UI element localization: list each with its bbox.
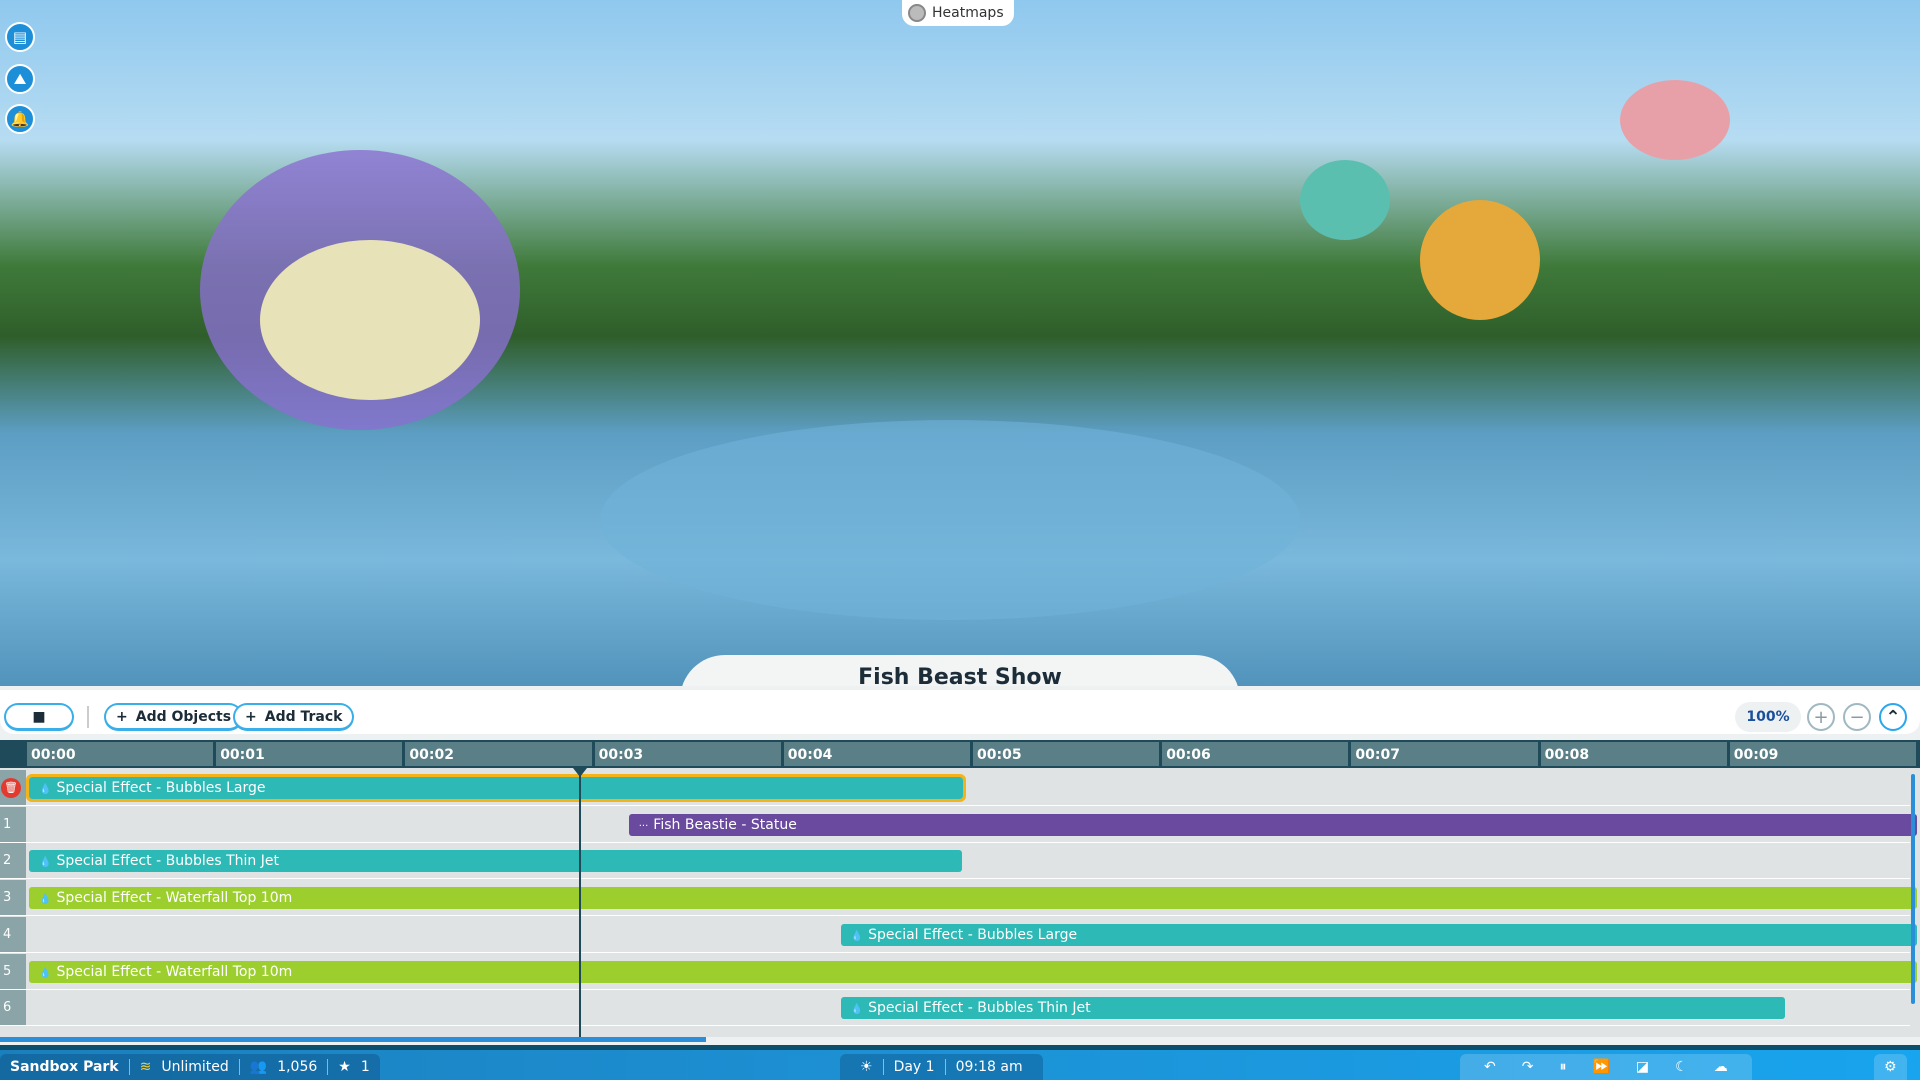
heatmaps-label: Heatmaps	[932, 5, 1004, 21]
track-row[interactable]: 5 💧 Special Effect - Waterfall Top 10m	[0, 953, 1917, 990]
camera-icon[interactable]: ◪	[1635, 1059, 1650, 1075]
clip-label: Special Effect - Bubbles Large	[868, 926, 1078, 943]
plus-icon: +	[245, 708, 257, 725]
moon-icon[interactable]: ☾	[1675, 1059, 1688, 1075]
collapse-button[interactable]: ⌃	[1879, 703, 1907, 731]
track-row[interactable]: 1 ··· Fish Beastie - Statue	[0, 806, 1917, 843]
zoom-level: 100%	[1735, 702, 1801, 732]
zoom-in-button[interactable]: +	[1807, 703, 1835, 731]
status-bar: Sandbox Park ≋ Unlimited 👥 1,056 ★ 1 ☀ Day …	[0, 1050, 1920, 1080]
pause-icon[interactable]: ⏸	[1559, 1059, 1567, 1075]
divider	[87, 706, 89, 728]
track-row[interactable]: 4 💧 Special Effect - Bubbles Large	[0, 916, 1917, 953]
clip-label: Special Effect - Waterfall Top 10m	[56, 890, 293, 907]
sequencer-toolbar: ■ + Add Objects + Add Track 100% + − ⌃	[0, 686, 1920, 740]
terrain-icon[interactable]: ⛰	[5, 64, 35, 94]
horizontal-scrollbar[interactable]	[0, 1037, 1920, 1045]
track-clip[interactable]: 💧 Special Effect - Bubbles Large	[840, 923, 1917, 946]
add-track-label: Add Track	[264, 708, 343, 725]
clip-label: Special Effect - Bubbles Thin Jet	[56, 853, 279, 870]
effect-icon: 💧	[39, 784, 52, 795]
track-clip[interactable]: 💧 Special Effect - Bubbles Thin Jet	[840, 997, 1785, 1020]
track-clip[interactable]: ··· Fish Beastie - Statue	[628, 813, 1917, 836]
money-icon: ≋	[139, 1059, 152, 1075]
effect-icon: 💧	[39, 857, 52, 869]
ruler-tick: 00:06	[1162, 742, 1352, 766]
settings-button[interactable]: ⚙	[1874, 1054, 1907, 1080]
effect-icon: ···	[638, 820, 649, 832]
scroll-thumb[interactable]	[0, 1037, 706, 1042]
vertical-scrollbar[interactable]	[1911, 774, 1915, 1004]
fast-forward-icon[interactable]: ⏩	[1592, 1059, 1610, 1075]
clip-label: Special Effect - Bubbles Thin Jet	[868, 1000, 1091, 1017]
park-viewport[interactable]	[0, 0, 1920, 700]
ruler-tick: 00:09	[1729, 742, 1919, 766]
effect-icon: 💧	[850, 930, 864, 942]
stop-icon: ■	[32, 708, 46, 725]
timeline[interactable]: 00:00 00:01 00:02 00:03 00:04 00:05 00:06 00:07…	[0, 740, 1920, 1040]
track-clip[interactable]: 💧 Special Effect - Bubbles Large	[25, 774, 967, 802]
track-row[interactable]: 🗑 💧 Special Effect - Bubbles Large	[0, 770, 1910, 806]
effect-icon: 💧	[39, 967, 52, 979]
time-ruler[interactable]: 00:00 00:01 00:02 00:03 00:04 00:05 00:06 00:07…	[0, 740, 1920, 768]
effect-icon: 💧	[850, 1004, 864, 1016]
gear-icon: ⚙	[1884, 1059, 1897, 1075]
track-number: 1	[0, 806, 26, 842]
track-number: 6	[0, 990, 26, 1026]
park-name[interactable]: Sandbox Park	[10, 1059, 119, 1075]
clip-label: Special Effect - Bubbles Large	[56, 780, 266, 796]
track-number: 4	[0, 916, 26, 952]
guests-icon: 👥	[249, 1059, 268, 1075]
track-clip[interactable]: 💧 Special Effect - Waterfall Top 10m	[29, 960, 1917, 983]
clip-label: Special Effect - Waterfall Top 10m	[56, 963, 293, 980]
track-clip[interactable]: 💧 Special Effect - Bubbles Thin Jet	[29, 850, 962, 873]
park-info: Sandbox Park ≋ Unlimited 👥 1,056 ★ 1	[0, 1054, 380, 1080]
plus-icon: +	[116, 708, 128, 725]
redo-icon[interactable]: ↷	[1521, 1059, 1534, 1075]
guest-count[interactable]: 1,056	[277, 1059, 318, 1075]
effect-icon: 💧	[39, 894, 52, 906]
add-objects-label: Add Objects	[135, 708, 232, 725]
track-number: 2	[0, 843, 26, 879]
clipboard-icon[interactable]: ▤	[5, 22, 35, 52]
ruler-tick: 00:08	[1540, 742, 1730, 766]
clip-label: Fish Beastie - Statue	[653, 816, 797, 833]
money-value[interactable]: Unlimited	[161, 1059, 229, 1075]
track-row[interactable]: 2 💧 Special Effect - Bubbles Thin Jet	[0, 843, 1910, 880]
heatmap-icon	[908, 4, 926, 22]
track-row[interactable]: 6 💧 Special Effect - Bubbles Thin Jet	[0, 990, 1910, 1027]
undo-icon[interactable]: ↶	[1484, 1059, 1496, 1075]
track-number: 5	[0, 953, 26, 989]
ruler-tick: 00:03	[594, 742, 784, 766]
ruler-tick: 00:04	[783, 742, 973, 766]
ruler-tick: 00:02	[405, 742, 595, 766]
add-objects-button[interactable]: + Add Objects	[104, 703, 244, 731]
stop-button[interactable]: ■	[4, 703, 74, 731]
track-number: 3	[0, 880, 26, 916]
rating-value[interactable]: 1	[360, 1059, 370, 1075]
star-icon: ★	[338, 1059, 351, 1075]
sun-icon: ☀	[860, 1059, 873, 1075]
time-value: 09:18 am	[955, 1059, 1023, 1075]
playhead[interactable]	[573, 768, 588, 1040]
date-time: ☀ Day 1 09:18 am	[840, 1054, 1043, 1080]
ruler-tick: 00:07	[1351, 742, 1541, 766]
weather-icon[interactable]: ☁	[1713, 1059, 1728, 1075]
zoom-out-button[interactable]: −	[1843, 703, 1871, 731]
chevron-up-icon: ⌃	[1885, 706, 1901, 728]
bell-icon[interactable]: 🔔	[5, 104, 35, 134]
game-controls: ↶ ↷ ⏸ ⏩ ◪ ☾ ☁	[1460, 1054, 1752, 1080]
ruler-tick: 00:05	[973, 742, 1163, 766]
heatmaps-button[interactable]: Heatmaps	[902, 0, 1014, 26]
track-clip[interactable]: 💧 Special Effect - Waterfall Top 10m	[29, 887, 1917, 910]
track-row[interactable]: 3 💧 Special Effect - Waterfall Top 10m	[0, 880, 1917, 917]
add-track-button[interactable]: + Add Track	[233, 703, 355, 731]
delete-icon[interactable]: 🗑	[1, 778, 21, 798]
day-value: Day 1	[893, 1059, 935, 1075]
ruler-tick: 00:00	[27, 742, 217, 766]
ruler-tick: 00:01	[216, 742, 406, 766]
